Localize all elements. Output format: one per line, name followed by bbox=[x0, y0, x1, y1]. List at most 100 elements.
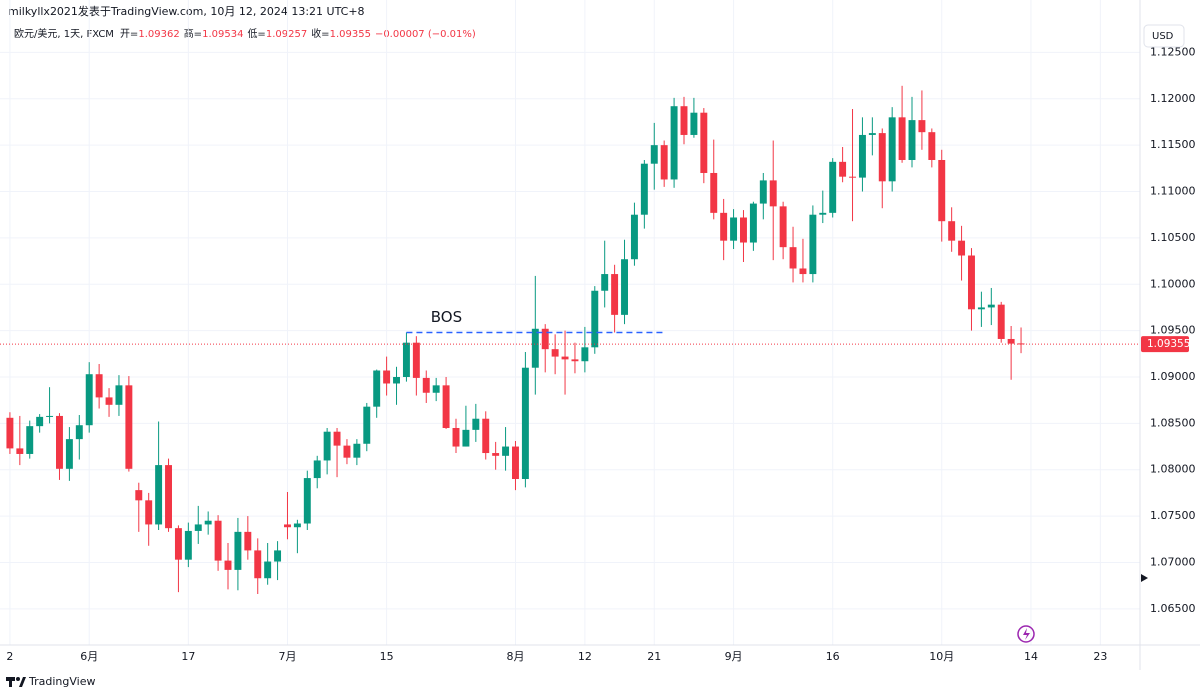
candle-body bbox=[601, 274, 609, 291]
candle-body bbox=[36, 416, 44, 427]
currency-button[interactable] bbox=[1143, 24, 1185, 48]
candle-body bbox=[214, 520, 222, 561]
x-tick-label: 14 bbox=[1024, 650, 1038, 663]
candle-body bbox=[462, 429, 470, 447]
candle-body bbox=[174, 528, 182, 560]
candle-body bbox=[987, 304, 995, 308]
candle-body bbox=[333, 431, 341, 446]
candle-body bbox=[839, 161, 847, 177]
legend-label: 高= bbox=[184, 27, 202, 40]
y-tick-label: 1.07000 bbox=[1150, 555, 1196, 568]
x-tick-label: 6月 bbox=[80, 650, 98, 663]
candle-body bbox=[819, 212, 827, 215]
currency[interactable]: USD bbox=[1152, 31, 1174, 42]
candle-body bbox=[789, 247, 797, 269]
candle-body bbox=[1017, 343, 1025, 345]
legend-change: −0.00007 (−0.01%) bbox=[375, 29, 476, 40]
legend-value: 1.09362 bbox=[138, 29, 179, 40]
y-tick-label: 1.09000 bbox=[1150, 370, 1196, 383]
plot: BOS bbox=[0, 0, 1140, 645]
candle-body bbox=[65, 439, 73, 469]
candle-body bbox=[422, 377, 430, 393]
x-tick-label: 21 bbox=[647, 650, 661, 663]
legend-value: 1.09534 bbox=[202, 29, 243, 40]
candle-body bbox=[650, 145, 658, 164]
candle-body bbox=[402, 342, 410, 377]
legend-value: 1.09257 bbox=[266, 29, 307, 40]
candle-body bbox=[799, 268, 807, 275]
x-tick-label: 16 bbox=[826, 650, 840, 663]
x-tick-label: 9月 bbox=[725, 650, 743, 663]
candle-body bbox=[621, 259, 628, 315]
candle-body bbox=[888, 117, 896, 182]
candle-body bbox=[284, 524, 291, 528]
publisher: milkyllx2021发表于TradingView.com, 10月 12, … bbox=[8, 4, 365, 18]
candle-body bbox=[224, 560, 232, 570]
candle-body bbox=[323, 431, 331, 461]
candle-body bbox=[611, 274, 619, 315]
candle-body bbox=[928, 132, 936, 160]
candle-body bbox=[95, 374, 103, 398]
y-tick-label: 1.07500 bbox=[1150, 509, 1196, 522]
alert-bolt bbox=[1023, 628, 1030, 640]
alert-icon[interactable] bbox=[1017, 625, 1035, 643]
y-tick-label: 1.10000 bbox=[1150, 277, 1196, 290]
scroll-arrow[interactable] bbox=[1141, 574, 1148, 582]
candle-body bbox=[56, 415, 63, 469]
candle-body bbox=[373, 370, 381, 407]
candle-body bbox=[343, 445, 351, 458]
candle-body bbox=[234, 531, 242, 570]
logo-part bbox=[9, 677, 12, 687]
y-tick-label: 1.08000 bbox=[1150, 463, 1196, 476]
candle-body bbox=[412, 342, 420, 378]
candle-body bbox=[541, 328, 549, 350]
candle-body bbox=[997, 304, 1005, 339]
candle-body bbox=[660, 145, 668, 180]
candle-body bbox=[640, 163, 648, 215]
legend-label: 开= bbox=[120, 29, 138, 40]
candle-body bbox=[670, 106, 678, 180]
candle-body bbox=[492, 453, 500, 456]
logo-part bbox=[16, 677, 20, 681]
candle-body bbox=[958, 240, 966, 256]
candle-body bbox=[75, 425, 83, 440]
candle-body bbox=[165, 465, 172, 529]
x-tick-label: 10月 bbox=[929, 650, 954, 663]
candle-body bbox=[274, 550, 282, 562]
candle-body bbox=[204, 520, 212, 525]
candle-body bbox=[730, 217, 738, 241]
y-tick-label: 1.09500 bbox=[1150, 324, 1196, 337]
candle-body bbox=[898, 117, 906, 160]
candle-body bbox=[749, 203, 757, 243]
candle-body bbox=[115, 385, 123, 405]
candle-body bbox=[878, 133, 886, 182]
logo-part bbox=[19, 677, 26, 687]
candle-body bbox=[85, 374, 93, 426]
x-tick-label: 15 bbox=[380, 650, 394, 663]
candle-body bbox=[184, 530, 192, 560]
candle-body bbox=[710, 172, 718, 213]
price-label-bg bbox=[1141, 336, 1189, 353]
candle-body bbox=[502, 446, 510, 456]
candle-body bbox=[353, 443, 361, 458]
candle-body bbox=[6, 417, 14, 449]
candle-body bbox=[908, 120, 916, 160]
x-tick-label: 12 bbox=[578, 650, 592, 663]
candle-body bbox=[690, 112, 698, 135]
y-tick-label: 1.12000 bbox=[1150, 92, 1196, 105]
candle-body bbox=[809, 214, 817, 275]
candle-body bbox=[105, 397, 113, 405]
candle-body bbox=[26, 426, 34, 454]
candle-body bbox=[591, 290, 599, 348]
x-tick-label: 17 bbox=[181, 650, 195, 663]
legend-label: 收= bbox=[311, 27, 329, 40]
candle-body bbox=[561, 356, 569, 360]
candle-body bbox=[135, 490, 143, 501]
y-tick-label: 1.10500 bbox=[1150, 231, 1196, 244]
candle-body bbox=[769, 180, 777, 207]
candle-body bbox=[720, 212, 728, 241]
candle-body bbox=[531, 328, 539, 368]
candle-body bbox=[264, 561, 272, 579]
x-tick-label: 2 bbox=[6, 650, 13, 663]
